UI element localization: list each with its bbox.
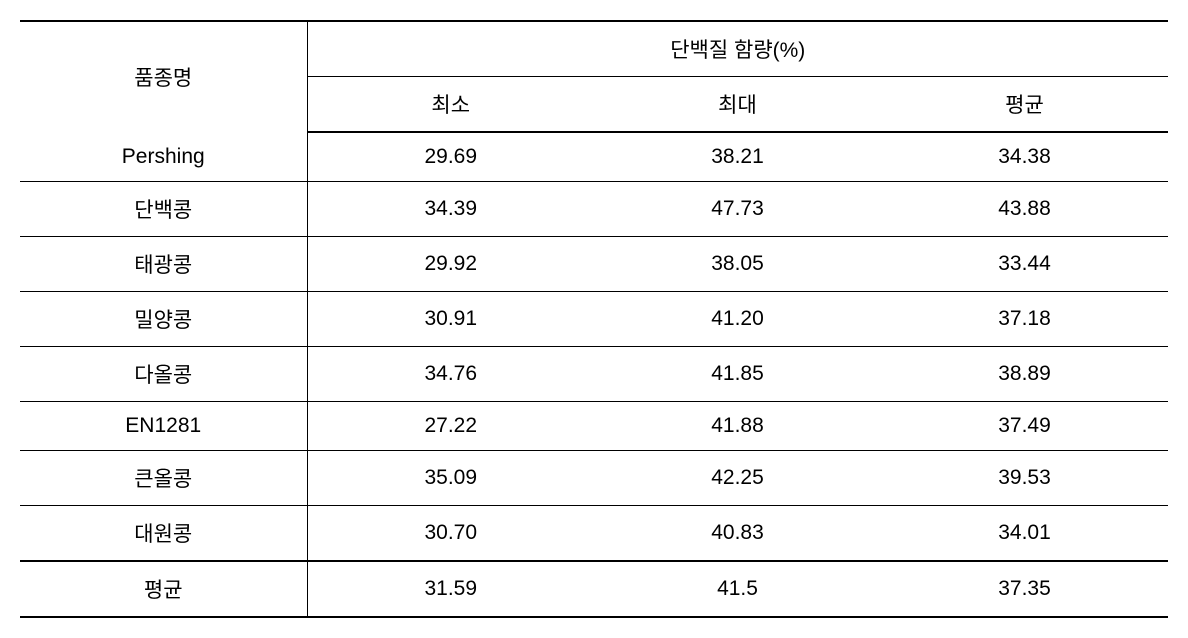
table-row: 단백콩 34.39 47.73 43.88 <box>20 182 1168 237</box>
avg-cell: 43.88 <box>881 182 1168 237</box>
max-cell: 41.85 <box>594 347 881 402</box>
min-cell: 34.76 <box>307 347 594 402</box>
variety-column-header: 품종명 <box>20 21 307 132</box>
variety-cell: 태광콩 <box>20 237 307 292</box>
average-avg-cell: 37.35 <box>881 561 1168 617</box>
min-cell: 30.91 <box>307 292 594 347</box>
min-cell: 29.69 <box>307 132 594 182</box>
min-cell: 27.22 <box>307 402 594 451</box>
table-row: 대원콩 30.70 40.83 34.01 <box>20 506 1168 562</box>
table-row: 밀양콩 30.91 41.20 37.18 <box>20 292 1168 347</box>
variety-cell: 다올콩 <box>20 347 307 402</box>
min-cell: 29.92 <box>307 237 594 292</box>
min-cell: 30.70 <box>307 506 594 562</box>
avg-cell: 34.38 <box>881 132 1168 182</box>
avg-cell: 37.18 <box>881 292 1168 347</box>
max-cell: 41.88 <box>594 402 881 451</box>
average-min-cell: 31.59 <box>307 561 594 617</box>
variety-cell: 밀양콩 <box>20 292 307 347</box>
table-row: 큰올콩 35.09 42.25 39.53 <box>20 451 1168 506</box>
avg-cell: 33.44 <box>881 237 1168 292</box>
max-cell: 38.05 <box>594 237 881 292</box>
max-cell: 41.20 <box>594 292 881 347</box>
avg-column-header: 평균 <box>881 77 1168 133</box>
variety-cell: EN1281 <box>20 402 307 451</box>
max-cell: 47.73 <box>594 182 881 237</box>
table-row: 태광콩 29.92 38.05 33.44 <box>20 237 1168 292</box>
avg-cell: 39.53 <box>881 451 1168 506</box>
variety-cell: 큰올콩 <box>20 451 307 506</box>
max-column-header: 최대 <box>594 77 881 133</box>
table-header-row-1: 품종명 단백질 함량(%) <box>20 21 1168 77</box>
table-average-row: 평균 31.59 41.5 37.35 <box>20 561 1168 617</box>
min-column-header: 최소 <box>307 77 594 133</box>
variety-cell: 단백콩 <box>20 182 307 237</box>
avg-cell: 34.01 <box>881 506 1168 562</box>
max-cell: 42.25 <box>594 451 881 506</box>
protein-group-header: 단백질 함량(%) <box>307 21 1168 77</box>
max-cell: 38.21 <box>594 132 881 182</box>
min-cell: 35.09 <box>307 451 594 506</box>
min-cell: 34.39 <box>307 182 594 237</box>
avg-cell: 38.89 <box>881 347 1168 402</box>
table-row: Pershing 29.69 38.21 34.38 <box>20 132 1168 182</box>
table-row: EN1281 27.22 41.88 37.49 <box>20 402 1168 451</box>
average-label-cell: 평균 <box>20 561 307 617</box>
protein-content-table: 품종명 단백질 함량(%) 최소 최대 평균 Pershing 29.69 38… <box>20 20 1168 618</box>
average-max-cell: 41.5 <box>594 561 881 617</box>
variety-cell: 대원콩 <box>20 506 307 562</box>
max-cell: 40.83 <box>594 506 881 562</box>
variety-cell: Pershing <box>20 132 307 182</box>
avg-cell: 37.49 <box>881 402 1168 451</box>
table-row: 다올콩 34.76 41.85 38.89 <box>20 347 1168 402</box>
